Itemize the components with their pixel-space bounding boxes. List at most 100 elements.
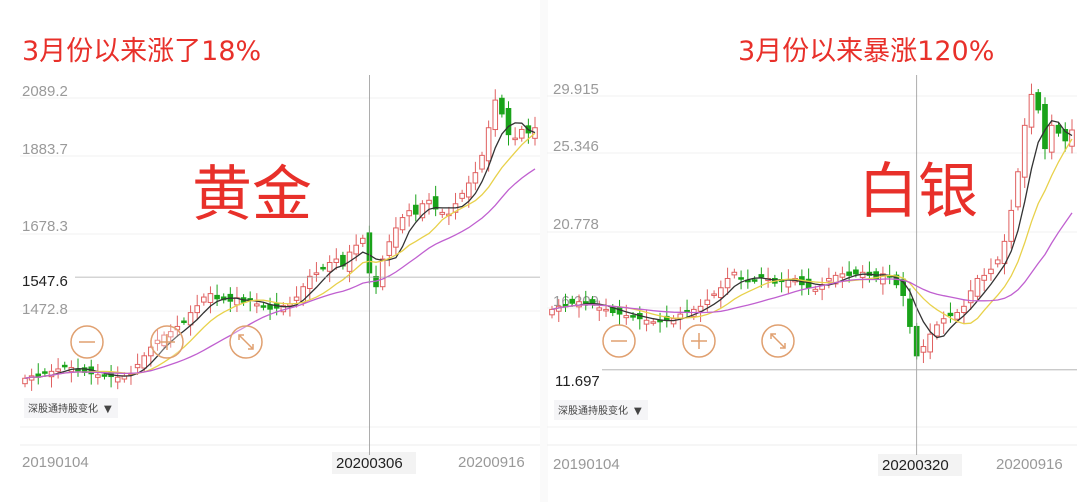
zoom-plus-button[interactable]: [150, 325, 184, 359]
candle-up: [459, 192, 465, 199]
candle-down: [432, 196, 439, 210]
candle-up: [1048, 124, 1055, 153]
candle-up: [492, 99, 499, 131]
candle-up: [961, 305, 967, 314]
candle-up: [920, 346, 927, 353]
candle-up: [717, 287, 724, 299]
candle-up: [1015, 171, 1021, 208]
candle-up: [439, 211, 446, 215]
candle-up: [95, 374, 101, 378]
candle-up: [293, 296, 300, 301]
x-label-start: 20190104: [22, 454, 89, 471]
ma10-line: [551, 138, 1073, 325]
candle-up: [839, 273, 846, 278]
candle-down: [61, 364, 68, 368]
zoom-expand-button[interactable]: [761, 324, 795, 358]
x-label-crosshair: 20200320: [882, 457, 949, 474]
y-tick: 1678.3: [22, 218, 68, 235]
candle-up: [954, 312, 961, 320]
grid: [547, 95, 1077, 446]
candle-down: [569, 298, 576, 304]
candle-up: [187, 312, 194, 326]
ma20-line: [24, 168, 536, 379]
indicator-dropdown[interactable]: 深股通持股变化 ▼: [554, 400, 648, 420]
candle-up: [472, 172, 479, 184]
candles: [549, 83, 1075, 364]
silver-title: 白银: [858, 157, 978, 227]
zoom-minus-button[interactable]: [602, 324, 636, 358]
candle-up: [393, 227, 399, 248]
indicator-dropdown[interactable]: 深股通持股变化 ▼: [24, 398, 118, 418]
candle-down: [260, 305, 267, 308]
y-tick: 1883.7: [22, 141, 68, 158]
candle-down: [758, 274, 765, 278]
candle-up: [643, 319, 650, 325]
y-tick: 29.915: [553, 81, 599, 98]
x-label-end: 20200916: [996, 456, 1063, 473]
candle-up: [623, 315, 630, 319]
zoom-plus-button[interactable]: [682, 324, 716, 358]
candle-down: [751, 279, 758, 282]
candle-down: [738, 277, 744, 280]
candle-up: [326, 262, 333, 272]
candle-down: [412, 204, 419, 215]
panel-divider: [540, 0, 548, 502]
candle-down: [499, 97, 505, 115]
candle-down: [900, 278, 907, 296]
zoom-expand-button[interactable]: [229, 325, 263, 359]
candle-up: [731, 271, 738, 276]
candle-up: [141, 355, 148, 369]
zoom-minus-button[interactable]: [70, 325, 104, 359]
candle-up: [1021, 124, 1028, 178]
candle-down: [1055, 124, 1062, 134]
candle-up: [254, 303, 260, 307]
candle-up: [994, 259, 1001, 265]
candle-up: [812, 288, 819, 292]
ma5-line: [551, 119, 1073, 339]
silver-chart-panel[interactable]: 3月份以来暴涨120% 白银 29.915 25.346 20.778 16.2…: [547, 36, 1077, 476]
candle-down: [505, 108, 512, 136]
candle-up: [207, 293, 214, 303]
candle-up: [974, 277, 981, 297]
candle-down: [181, 320, 187, 324]
candle-up: [194, 305, 200, 314]
candle-up: [379, 258, 386, 288]
candle-up: [465, 182, 472, 198]
silver-headline: 3月份以来暴涨120%: [738, 36, 994, 67]
candle-up: [313, 272, 320, 276]
candle-up: [532, 127, 538, 139]
caret-down-icon: ▼: [104, 404, 112, 415]
candle-down: [630, 315, 636, 318]
candle-up: [1069, 129, 1075, 147]
candle-up: [167, 331, 174, 338]
candle-up: [650, 321, 657, 324]
candle-up: [114, 376, 121, 383]
candle-up: [426, 199, 432, 205]
candle-up: [832, 274, 839, 285]
candle-up: [940, 318, 947, 324]
candle-down: [846, 271, 852, 276]
gold-headline: 3月份以来涨了18%: [22, 36, 261, 67]
caret-down-icon: ▼: [634, 406, 642, 417]
x-label-crosshair: 20200306: [336, 455, 403, 472]
candle-down: [907, 298, 913, 327]
crosshair-value: 1547.6: [22, 273, 68, 290]
candle-up: [988, 268, 994, 275]
gold-title: 黄金: [192, 160, 312, 230]
candle-up: [399, 217, 406, 231]
candle-up: [596, 307, 603, 311]
candle-up: [603, 308, 609, 312]
y-tick: 20.778: [553, 216, 599, 233]
candle-up: [711, 293, 717, 296]
candle-down: [582, 301, 589, 304]
candle-up: [307, 275, 313, 289]
candle-up: [512, 137, 518, 141]
gold-chart-panel[interactable]: 3月份以来涨了18% 黄金 2089.2 1883.7 1678.3 1472.…: [20, 0, 548, 502]
candle-up: [406, 210, 412, 217]
ma10-line: [24, 132, 536, 379]
candle-down: [320, 266, 326, 270]
candle-up: [549, 308, 555, 316]
indicator-dropdown-label: 深股通持股变化: [28, 402, 98, 415]
x-label-end: 20200916: [458, 454, 525, 471]
